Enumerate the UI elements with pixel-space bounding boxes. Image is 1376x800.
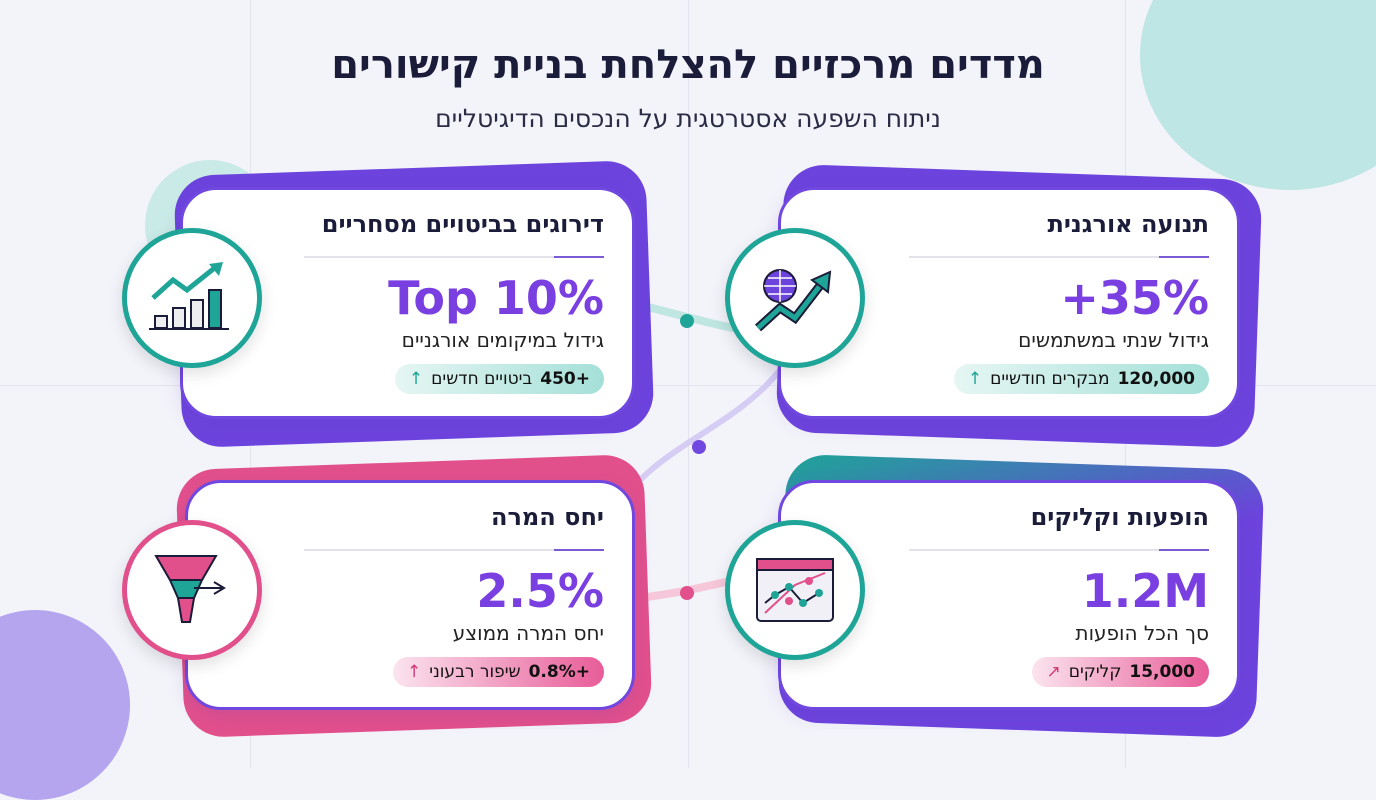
badge-text: ביטויים חדשים — [431, 369, 533, 389]
badge-text: שיפור רבעוני — [429, 662, 521, 682]
page-subtitle: ניתוח השפעה אסטרטגית על הנכסים הדיגיטליי… — [435, 104, 941, 133]
card-description: גידול שנתי במשתמשים — [1018, 328, 1209, 352]
funnel-icon — [122, 520, 262, 660]
card-badge: 15,000 קליקים ↗ — [1032, 657, 1209, 687]
connector-dot — [680, 586, 694, 600]
card-title: דירוגים בביטויים מסחריים — [321, 210, 604, 238]
divider — [304, 549, 604, 551]
connector-line — [637, 368, 783, 483]
arrow-up-right-icon: ↗ — [1046, 662, 1061, 682]
card-description: סך הכל הופעות — [1075, 621, 1209, 645]
card-badge: 120,000 מבקרים חודשיים ↑ — [953, 364, 1209, 394]
card-title: תנועה אורגנית — [1047, 210, 1209, 238]
card-value: 1.2M — [1081, 564, 1209, 618]
arrow-up-icon: ↑ — [408, 369, 424, 389]
card-badge: +450 ביטויים חדשים ↑ — [394, 364, 604, 394]
connector-dot — [680, 314, 694, 328]
badge-value: 15,000 — [1129, 662, 1195, 682]
divider — [909, 256, 1209, 258]
card-description: יחס המרה ממוצע — [452, 621, 604, 645]
grid-line — [0, 385, 1376, 386]
card-value: Top 10% — [388, 271, 604, 325]
connector-dot — [692, 440, 706, 454]
globe-growth-icon — [725, 228, 865, 368]
card-organic-traffic: תנועה אורגנית +35% גידול שנתי במשתמשים 1… — [778, 187, 1240, 419]
badge-text: קליקים — [1068, 662, 1122, 682]
badge-value: 120,000 — [1117, 369, 1195, 389]
bar-chart-growth-icon — [122, 228, 262, 368]
card-badge: +0.8% שיפור רבעוני ↑ — [392, 657, 604, 687]
badge-text: מבקרים חודשיים — [990, 369, 1110, 389]
grid-line — [688, 0, 689, 768]
card-value: +35% — [1060, 271, 1209, 325]
card-title: הופעות וקליקים — [1030, 503, 1209, 531]
divider — [909, 549, 1209, 551]
card-value: 2.5% — [476, 564, 604, 618]
browser-chart-icon — [725, 520, 865, 660]
arrow-up-icon: ↑ — [967, 369, 983, 389]
badge-value: +0.8% — [528, 662, 590, 682]
arrow-up-icon: ↑ — [406, 662, 422, 682]
page-title: מדדים מרכזיים להצלחת בניית קישורים — [331, 42, 1045, 88]
card-description: גידול במיקומים אורגניים — [401, 328, 604, 352]
badge-value: +450 — [540, 369, 590, 389]
divider — [304, 256, 604, 258]
card-title: יחס המרה — [490, 503, 604, 531]
